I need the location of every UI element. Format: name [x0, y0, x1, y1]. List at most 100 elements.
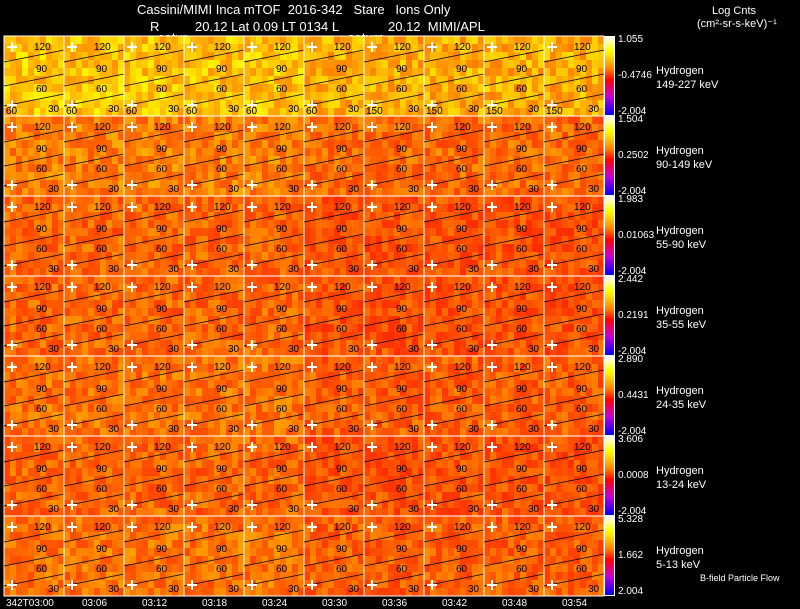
pixel-cell	[322, 84, 328, 92]
pixel-cell	[346, 108, 352, 116]
pixel-cell	[4, 148, 10, 156]
pixel-cell	[88, 332, 94, 340]
pixel-cell	[220, 340, 226, 348]
pixel-cell	[136, 164, 142, 172]
pixel-cell	[352, 316, 358, 324]
pixel-cell	[154, 300, 160, 308]
pixel-cell	[160, 156, 166, 164]
pixel-cell	[364, 156, 370, 164]
pixel-cell	[238, 84, 244, 92]
pixel-cell	[10, 164, 16, 172]
pixel-cell	[340, 140, 346, 148]
pixel-cell	[88, 100, 94, 108]
grid-label: 90	[396, 224, 408, 235]
pixel-cell	[448, 308, 454, 316]
grid-label: 90	[516, 304, 528, 315]
pixel-cell	[508, 36, 514, 44]
pixel-cell	[364, 188, 370, 196]
pixel-cell	[202, 244, 208, 252]
pixel-cell	[148, 148, 154, 156]
pixel-cell	[196, 180, 202, 188]
pixel-cell	[112, 84, 118, 92]
pixel-cell	[250, 332, 256, 340]
pixel-cell	[502, 148, 508, 156]
pixel-cell	[238, 156, 244, 164]
pixel-cell	[34, 284, 40, 292]
pixel-cell	[496, 116, 502, 124]
pixel-cell	[346, 116, 352, 124]
pixel-cell	[154, 244, 160, 252]
pixel-cell	[520, 260, 526, 268]
pixel-cell	[10, 140, 16, 148]
pixel-cell	[292, 148, 298, 156]
pixel-cell	[448, 132, 454, 140]
pixel-cell	[196, 404, 202, 412]
pixel-cell	[502, 164, 508, 172]
pixel-cell	[346, 156, 352, 164]
pixel-cell	[334, 100, 340, 108]
pixel-cell	[430, 236, 436, 244]
pixel-cell	[160, 404, 166, 412]
pixel-cell	[466, 300, 472, 308]
pixel-cell	[118, 284, 124, 292]
grid-label: 30	[528, 264, 540, 275]
pixel-cell	[346, 276, 352, 284]
pixel-cell	[136, 300, 142, 308]
pixel-cell	[580, 100, 586, 108]
pixel-cell	[592, 308, 598, 316]
pixel-cell	[178, 52, 184, 60]
pixel-cell	[460, 180, 466, 188]
pixel-cell	[214, 164, 220, 172]
grid-label: 60	[36, 84, 48, 95]
pixel-cell	[586, 228, 592, 236]
pixel-cell	[46, 60, 52, 68]
pixel-cell	[328, 316, 334, 324]
pixel-cell	[286, 156, 292, 164]
pixel-cell	[454, 324, 460, 332]
grid-label: 120	[334, 122, 351, 133]
pixel-cell	[334, 284, 340, 292]
pixel-cell	[70, 324, 76, 332]
pixel-cell	[112, 364, 118, 372]
pixel-cell	[202, 404, 208, 412]
pixel-cell	[112, 220, 118, 228]
grid-line	[63, 233, 125, 247]
grid-label: 30	[468, 104, 480, 115]
pixel-cell	[154, 396, 160, 404]
pixel-cell	[94, 372, 100, 380]
pixel-cell	[280, 36, 286, 44]
pixel-cell	[376, 44, 382, 52]
pixel-cell	[148, 292, 154, 300]
pixel-cell	[184, 388, 190, 396]
pixel-cell	[112, 276, 118, 284]
pixel-cell	[40, 108, 46, 116]
pixel-cell	[106, 276, 112, 284]
pixel-cell	[418, 236, 424, 244]
pixel-cell	[268, 164, 274, 172]
pixel-cell	[274, 36, 280, 44]
pixel-cell	[226, 396, 232, 404]
pixel-cell	[16, 404, 22, 412]
pixel-cell	[148, 84, 154, 92]
pixel-cell	[172, 52, 178, 60]
pixel-cell	[238, 252, 244, 260]
pixel-cell	[268, 252, 274, 260]
pixel-cell	[268, 236, 274, 244]
pixel-cell	[292, 340, 298, 348]
pixel-cell	[130, 388, 136, 396]
pixel-cell	[40, 52, 46, 60]
pixel-cell	[184, 228, 190, 236]
pixel-cell	[286, 68, 292, 76]
pixel-cell	[472, 212, 478, 220]
pixel-cell	[34, 44, 40, 52]
pixel-cell	[202, 84, 208, 92]
pixel-cell	[178, 260, 184, 268]
pixel-cell	[148, 316, 154, 324]
pixel-cell	[544, 164, 550, 172]
grid-label: 60	[456, 244, 468, 255]
pixel-cell	[112, 300, 118, 308]
pixel-cell	[466, 196, 472, 204]
pixel-cell	[214, 92, 220, 100]
pixel-cell	[148, 420, 154, 428]
pixel-cell	[70, 396, 76, 404]
